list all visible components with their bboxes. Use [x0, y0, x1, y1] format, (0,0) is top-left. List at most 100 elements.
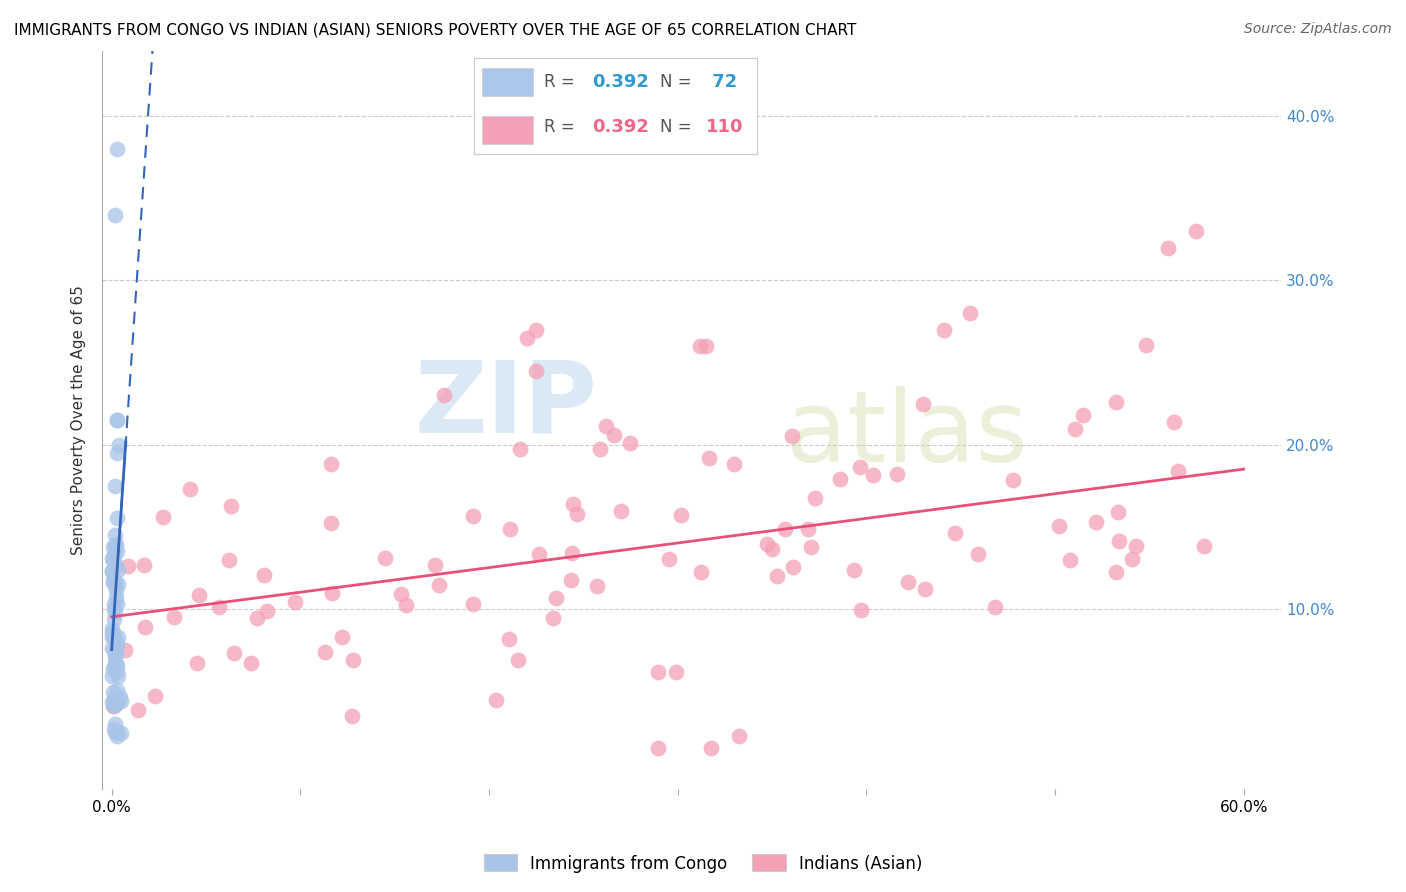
Point: [565, 507, 588, 521]
Point: [959, 306, 981, 320]
Point: [105, 637, 128, 651]
Point: [104, 648, 127, 662]
Point: [723, 457, 745, 471]
Point: [101, 623, 124, 637]
Point: [246, 611, 269, 625]
Point: [105, 664, 128, 678]
Point: [103, 632, 125, 646]
Point: [207, 600, 229, 615]
Point: [516, 331, 538, 345]
Point: [423, 558, 446, 573]
Point: [101, 662, 124, 676]
Point: [101, 554, 124, 568]
Point: [1125, 539, 1147, 553]
Point: [1059, 553, 1081, 567]
Point: [561, 546, 583, 560]
Point: [619, 435, 641, 450]
Point: [728, 729, 751, 743]
Point: [104, 717, 127, 731]
Point: [842, 563, 865, 577]
Point: [1167, 464, 1189, 478]
Point: [105, 726, 128, 740]
Point: [108, 437, 131, 451]
Point: [695, 339, 717, 353]
Point: [105, 729, 128, 743]
Point: [103, 723, 125, 737]
Legend: Immigrants from Congo, Indians (Asian): Immigrants from Congo, Indians (Asian): [477, 847, 929, 880]
Point: [984, 599, 1007, 614]
Point: [143, 690, 166, 704]
Point: [1047, 519, 1070, 533]
Point: [945, 525, 967, 540]
Point: [541, 611, 564, 625]
Point: [103, 660, 125, 674]
Point: [342, 653, 364, 667]
Point: [101, 550, 124, 565]
Point: [104, 724, 127, 739]
Point: [104, 478, 127, 492]
Point: [104, 632, 127, 647]
Point: [321, 585, 343, 599]
Point: [433, 388, 456, 402]
Text: Source: ZipAtlas.com: Source: ZipAtlas.com: [1244, 22, 1392, 37]
Point: [103, 612, 125, 626]
Point: [560, 573, 582, 587]
Point: [110, 693, 132, 707]
Point: [105, 413, 128, 427]
Point: [1107, 505, 1129, 519]
Point: [647, 741, 669, 756]
Point: [967, 547, 990, 561]
Point: [586, 579, 609, 593]
Point: [699, 451, 721, 466]
Point: [561, 497, 583, 511]
Point: [647, 665, 669, 680]
Point: [886, 467, 908, 481]
Point: [756, 537, 779, 551]
Point: [103, 597, 125, 611]
Point: [134, 620, 156, 634]
Point: [240, 657, 263, 671]
Point: [105, 597, 128, 611]
Point: [103, 649, 125, 664]
Point: [1121, 552, 1143, 566]
Point: [101, 630, 124, 644]
Point: [485, 693, 508, 707]
Point: [1157, 241, 1180, 255]
Point: [319, 457, 342, 471]
Point: [524, 364, 547, 378]
Point: [1064, 422, 1087, 436]
Point: [104, 695, 127, 709]
Point: [395, 598, 418, 612]
Point: [589, 442, 612, 456]
Point: [104, 656, 127, 670]
Text: IMMIGRANTS FROM CONGO VS INDIAN (ASIAN) SENIORS POVERTY OVER THE AGE OF 65 CORRE: IMMIGRANTS FROM CONGO VS INDIAN (ASIAN) …: [14, 22, 856, 37]
Point: [911, 396, 934, 410]
Point: [107, 576, 129, 591]
Point: [1002, 473, 1025, 487]
Point: [849, 603, 872, 617]
Point: [1194, 539, 1216, 553]
Point: [780, 429, 803, 443]
Point: [461, 508, 484, 523]
Point: [765, 568, 787, 582]
Point: [330, 630, 353, 644]
Point: [132, 558, 155, 572]
Text: atlas: atlas: [786, 386, 1028, 483]
Point: [104, 695, 127, 709]
Point: [117, 559, 139, 574]
Point: [499, 522, 522, 536]
Point: [100, 564, 122, 578]
Point: [101, 576, 124, 591]
Point: [104, 660, 127, 674]
Point: [104, 528, 127, 542]
Point: [163, 610, 186, 624]
Point: [603, 428, 626, 442]
Point: [107, 563, 129, 577]
Point: [103, 694, 125, 708]
Point: [104, 641, 127, 656]
Point: [498, 632, 520, 646]
Point: [104, 646, 127, 660]
Point: [509, 442, 531, 457]
Point: [103, 698, 125, 713]
Point: [932, 323, 955, 337]
